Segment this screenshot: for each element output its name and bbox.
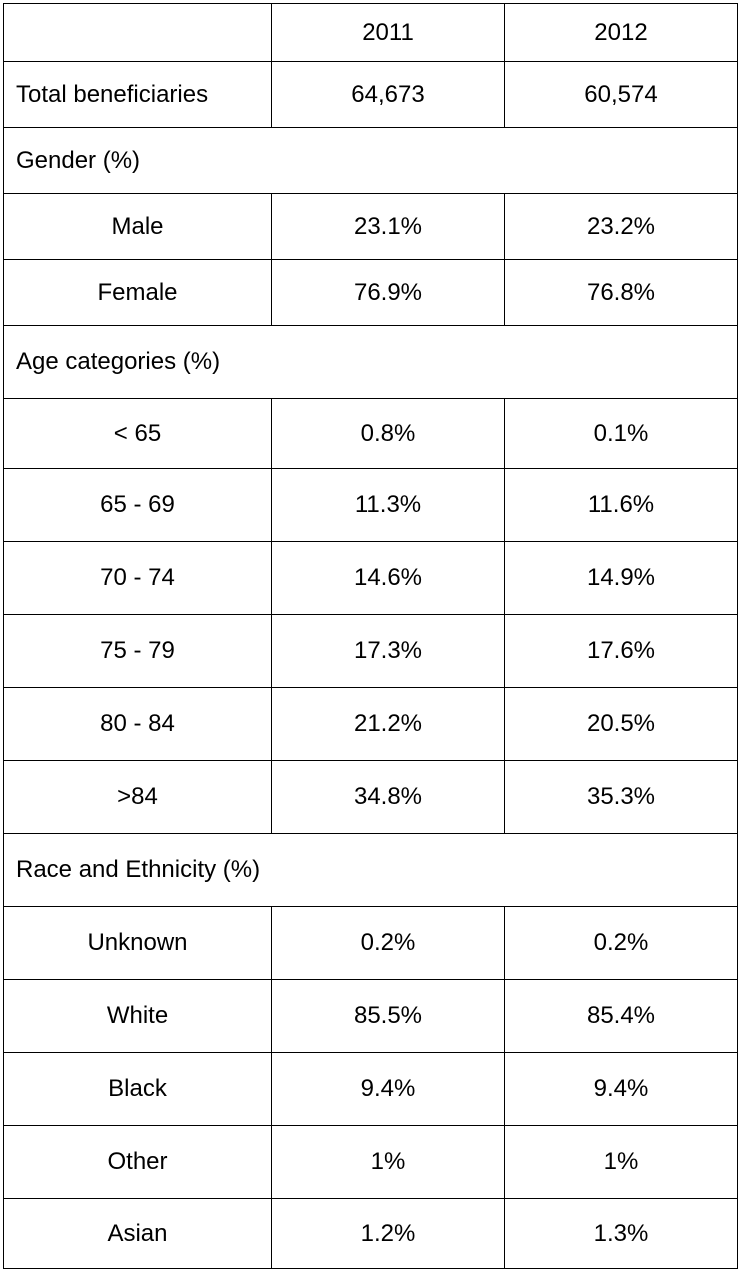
beneficiaries-table: 2011 2012 Total beneficiaries 64,673 60,… [3,3,738,1269]
row-label: Unknown [3,906,272,980]
value-2012: 23.2% [504,193,738,260]
value-2012: 1.3% [504,1198,738,1269]
row-label: >84 [3,760,272,834]
value-2011: 14.6% [271,541,505,615]
value-2011: 76.9% [271,259,505,326]
value-2012: 14.9% [504,541,738,615]
value-2011: 0.2% [271,906,505,980]
section-title-race: Race and Ethnicity (%) [3,833,738,907]
header-cell-empty [3,3,272,62]
header-cell-2011: 2011 [271,3,505,62]
table-row: Black 9.4% 9.4% [3,1052,738,1126]
row-label: < 65 [3,398,272,469]
table-row: Asian 1.2% 1.3% [3,1198,738,1269]
table-row: 70 - 74 14.6% 14.9% [3,541,738,615]
value-2011: 9.4% [271,1052,505,1126]
value-2011: 17.3% [271,614,505,688]
row-label: 80 - 84 [3,687,272,761]
total-label: Total beneficiaries [3,61,272,128]
table-row: Unknown 0.2% 0.2% [3,906,738,980]
header-cell-2012: 2012 [504,3,738,62]
table-row: Male 23.1% 23.2% [3,193,738,260]
table-row: < 65 0.8% 0.1% [3,398,738,469]
value-2011: 11.3% [271,468,505,542]
row-label: 70 - 74 [3,541,272,615]
value-2012: 85.4% [504,979,738,1053]
value-2012: 76.8% [504,259,738,326]
value-2011: 85.5% [271,979,505,1053]
value-2011: 0.8% [271,398,505,469]
table-row: White 85.5% 85.4% [3,979,738,1053]
value-2011: 1% [271,1125,505,1199]
table-row: Other 1% 1% [3,1125,738,1199]
row-label: Female [3,259,272,326]
table-row: 75 - 79 17.3% 17.6% [3,614,738,688]
row-label: Male [3,193,272,260]
value-2012: 0.1% [504,398,738,469]
table-row: >84 34.8% 35.3% [3,760,738,834]
table-row: 65 - 69 11.3% 11.6% [3,468,738,542]
value-2012: 9.4% [504,1052,738,1126]
section-title-age: Age categories (%) [3,325,738,399]
row-label: White [3,979,272,1053]
row-label: 75 - 79 [3,614,272,688]
section-row-race: Race and Ethnicity (%) [3,833,738,907]
table-row: Female 76.9% 76.8% [3,259,738,326]
total-2012: 60,574 [504,61,738,128]
row-label: Black [3,1052,272,1126]
value-2012: 35.3% [504,760,738,834]
total-row: Total beneficiaries 64,673 60,574 [3,61,738,128]
row-label: 65 - 69 [3,468,272,542]
value-2012: 20.5% [504,687,738,761]
table-row: 80 - 84 21.2% 20.5% [3,687,738,761]
value-2011: 1.2% [271,1198,505,1269]
section-row-gender: Gender (%) [3,127,738,194]
row-label: Other [3,1125,272,1199]
value-2012: 17.6% [504,614,738,688]
section-title-gender: Gender (%) [3,127,738,194]
value-2011: 23.1% [271,193,505,260]
value-2011: 21.2% [271,687,505,761]
value-2012: 1% [504,1125,738,1199]
section-row-age: Age categories (%) [3,325,738,399]
row-label: Asian [3,1198,272,1269]
value-2012: 11.6% [504,468,738,542]
header-row: 2011 2012 [3,3,738,62]
total-2011: 64,673 [271,61,505,128]
value-2012: 0.2% [504,906,738,980]
value-2011: 34.8% [271,760,505,834]
